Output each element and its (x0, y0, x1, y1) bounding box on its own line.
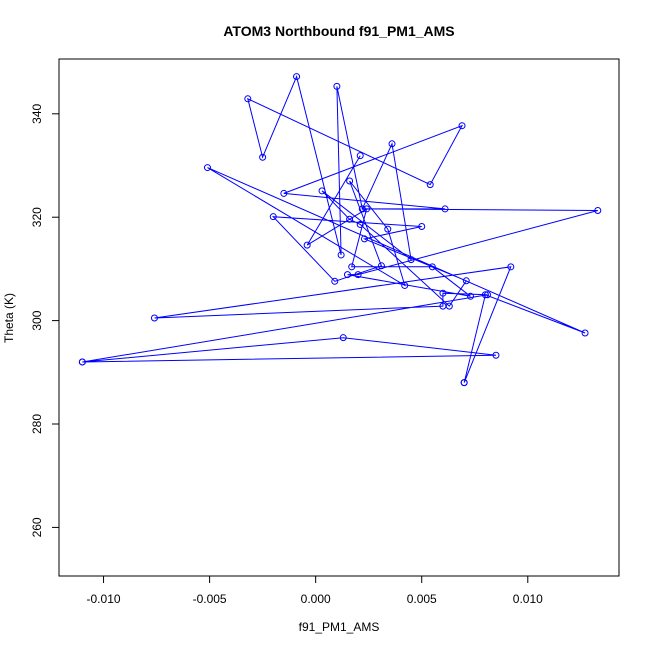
x-tick-label: 0.005 (407, 592, 437, 606)
series-line (82, 75, 598, 383)
data-point (460, 379, 468, 387)
x-tick-label: 0.010 (513, 592, 543, 606)
y-tick-label: 340 (30, 103, 44, 123)
data-point (293, 73, 301, 81)
data-point (150, 314, 158, 322)
data-point (483, 291, 491, 299)
data-point (363, 205, 371, 213)
data-point (346, 215, 354, 223)
y-axis: 260 280 300 320 340 (30, 103, 60, 537)
data-point (594, 206, 602, 214)
data-point (360, 235, 368, 243)
data-point (354, 271, 362, 279)
x-axis: -0.010 -0.005 0.000 0.005 0.010 (87, 575, 543, 606)
x-tick-label: -0.005 (193, 592, 227, 606)
data-point (418, 223, 426, 231)
data-point (358, 205, 366, 213)
data-point (331, 277, 339, 285)
data-point (356, 220, 364, 228)
data-point (401, 281, 409, 289)
y-tick-label: 260 (30, 517, 44, 537)
data-point (467, 292, 475, 300)
data-point (384, 225, 392, 233)
data-point (303, 241, 311, 249)
data-point (337, 251, 345, 259)
data-point (333, 82, 341, 90)
data-point (377, 262, 385, 270)
data-point (78, 358, 86, 366)
y-tick-label: 320 (30, 207, 44, 227)
x-axis-label: f91_PM1_AMS (299, 620, 380, 634)
data-point (581, 329, 589, 337)
data-point (356, 152, 364, 160)
y-tick-label: 280 (30, 414, 44, 434)
data-point (343, 271, 351, 279)
data-point (426, 181, 434, 189)
data-point (346, 177, 354, 185)
data-point (259, 153, 267, 161)
data-point (244, 95, 252, 103)
y-tick-label: 300 (30, 310, 44, 330)
plot-frame (58, 58, 620, 577)
data-point (458, 122, 466, 130)
data-point (339, 334, 347, 342)
data-point (481, 291, 489, 299)
data-point (445, 302, 453, 310)
data-point (348, 263, 356, 271)
data-point (407, 256, 415, 264)
x-tick-label: -0.010 (87, 592, 121, 606)
data-point (507, 263, 515, 271)
data-point (280, 189, 288, 197)
data-point (388, 140, 396, 148)
y-axis-label: Theta (K) (2, 293, 16, 343)
data-point (439, 289, 447, 297)
data-point (203, 164, 211, 172)
data-point (428, 263, 436, 271)
chart-title: ATOM3 Northbound f91_PM1_AMS (223, 23, 454, 39)
series-layer (78, 73, 602, 387)
data-point (441, 205, 449, 213)
data-point (318, 187, 326, 195)
data-point (269, 213, 277, 221)
data-point (462, 277, 470, 285)
data-point (492, 351, 500, 359)
x-tick-label: 0.000 (301, 592, 331, 606)
